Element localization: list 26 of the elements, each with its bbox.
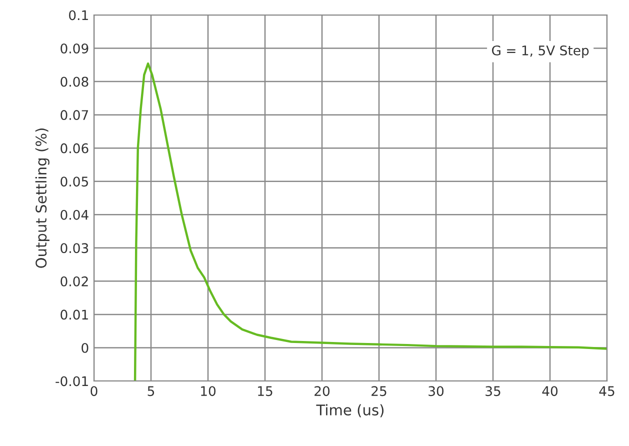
y-tick-label: 0.03 (60, 243, 88, 254)
line-series (134, 62, 607, 381)
x-tick-label: 5 (148, 386, 154, 396)
y-tick-label: -0.01 (56, 376, 88, 386)
y-tick-label: 0.1 (69, 10, 88, 20)
annotation: G = 1, 5V Step (492, 45, 589, 58)
x-axis-title: Time (us) (316, 404, 384, 418)
y-tick-label: 0.04 (60, 210, 88, 220)
x-tick-label: 35 (486, 386, 500, 396)
y-tick-label: 0.09 (60, 43, 88, 54)
x-tick-label: 30 (428, 386, 444, 396)
x-tick-label: 10 (201, 386, 216, 396)
y-tick-label: 0.08 (60, 76, 88, 87)
x-tick-label: 45 (599, 386, 614, 396)
y-tick-label: 0.07 (60, 110, 88, 120)
y-tick-label: 0.06 (60, 143, 88, 154)
x-tick-label: 20 (314, 386, 330, 396)
y-tick-label: 0.02 (60, 276, 88, 286)
x-tick-label: 15 (258, 386, 272, 396)
y-tick-label: 0.05 (60, 176, 88, 187)
y-tick-label: 0.01 (60, 310, 88, 320)
x-tick-label: 40 (542, 386, 558, 396)
y-tick-label: 0 (82, 342, 88, 353)
x-tick-label: 25 (372, 386, 386, 396)
y-axis-title: Output Settling (%) (35, 128, 50, 268)
x-tick-label: 0 (90, 386, 98, 396)
